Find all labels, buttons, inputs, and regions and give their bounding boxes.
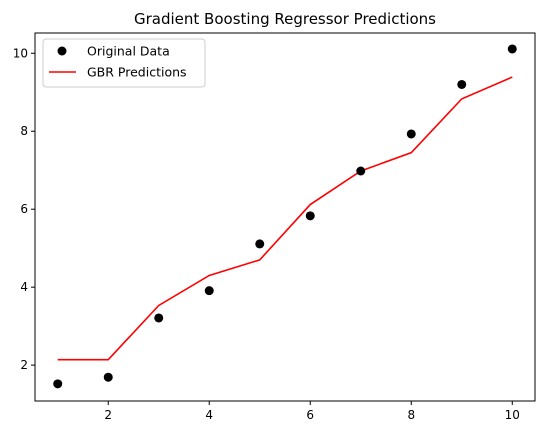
y-tick-label: 8 [20,124,28,138]
x-tick-label: 6 [306,408,314,422]
legend-marker-original-data [57,46,67,56]
x-tick-label: 8 [407,408,415,422]
original-data-point [507,44,517,54]
original-data-point [305,211,315,221]
original-data-point [356,166,366,176]
y-tick-label: 6 [20,202,28,216]
original-data-point [255,239,265,249]
x-tick-label: 2 [104,408,112,422]
y-tick-label: 2 [20,358,28,372]
legend-label-gbr-predictions: GBR Predictions [87,65,187,80]
original-data-point [406,129,416,139]
gbr-predictions-line [57,76,513,361]
legend-box [42,38,206,88]
x-tick-label: 10 [505,408,520,422]
y-tick-label: 4 [20,280,28,294]
axis-ticks: 2 4 6 8 10 2 4 6 8 10 [13,46,520,422]
data-points-layer [53,44,517,389]
original-data-point [53,379,63,389]
prediction-line-layer [57,76,513,361]
original-data-point [103,372,113,382]
legend-label-original-data: Original Data [87,44,170,59]
y-tick-label: 10 [13,46,28,60]
chart-title: Gradient Boosting Regressor Predictions [134,10,436,28]
original-data-point [457,79,467,89]
legend: Original Data GBR Predictions [42,38,206,88]
x-tick-label: 4 [205,408,213,422]
plot-area [34,32,536,402]
original-data-point [204,286,214,296]
original-data-point [154,313,164,323]
